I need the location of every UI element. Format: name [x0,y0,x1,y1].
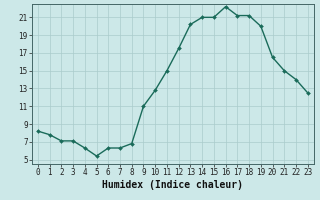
X-axis label: Humidex (Indice chaleur): Humidex (Indice chaleur) [102,180,243,190]
